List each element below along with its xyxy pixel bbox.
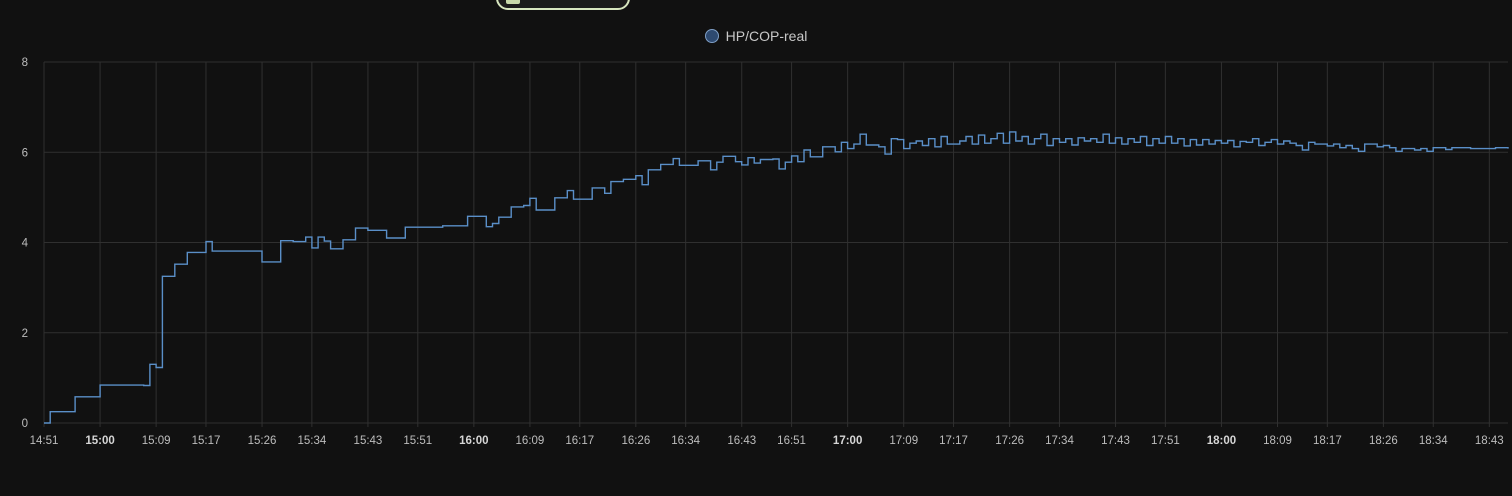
x-tick-label: 14:51	[30, 435, 59, 447]
x-tick-label: 16:00	[459, 435, 488, 447]
y-tick-label: 2	[22, 328, 28, 340]
y-tick-label: 0	[22, 418, 28, 430]
x-tick-label: 18:26	[1369, 435, 1398, 447]
x-tick-label: 17:26	[995, 435, 1024, 447]
chart-legend: HP/COP-real	[0, 28, 1512, 46]
x-tick-label: 18:09	[1263, 435, 1292, 447]
x-tick-label: 15:51	[403, 435, 432, 447]
x-tick-label: 16:09	[516, 435, 545, 447]
x-tick-label: 16:26	[621, 435, 650, 447]
x-tick-label: 17:34	[1045, 435, 1074, 447]
x-tick-label: 15:43	[354, 435, 383, 447]
x-tick-label: 18:17	[1313, 435, 1342, 447]
series-line-hp-cop-real	[44, 131, 1509, 424]
x-tick-label: 16:17	[565, 435, 594, 447]
y-tick-label: 6	[22, 147, 28, 159]
x-tick-label: 18:43	[1475, 435, 1504, 447]
x-tick-label: 15:09	[142, 435, 171, 447]
x-tick-label: 17:17	[939, 435, 968, 447]
x-tick-label: 15:00	[85, 435, 114, 447]
x-tick-label: 17:09	[889, 435, 918, 447]
y-tick-label: 4	[22, 238, 29, 250]
x-tick-label: 15:17	[192, 435, 221, 447]
x-tick-label: 15:26	[248, 435, 277, 447]
x-tick-label: 16:51	[777, 435, 806, 447]
x-tick-label: 17:51	[1151, 435, 1180, 447]
x-tick-label: 18:34	[1419, 435, 1448, 447]
x-tick-label: 17:00	[833, 435, 862, 447]
legend-label: HP/COP-real	[725, 28, 808, 44]
legend-item-hp-cop-real[interactable]: HP/COP-real	[704, 28, 808, 44]
x-tick-label: 17:43	[1101, 435, 1130, 447]
x-tick-label: 15:34	[297, 435, 326, 447]
y-tick-label: 8	[22, 57, 28, 69]
x-tick-label: 16:34	[671, 435, 700, 447]
x-tick-label: 18:00	[1207, 435, 1236, 447]
x-tick-label: 16:43	[727, 435, 756, 447]
chip-icon	[506, 0, 520, 4]
legend-swatch-icon	[704, 29, 719, 43]
